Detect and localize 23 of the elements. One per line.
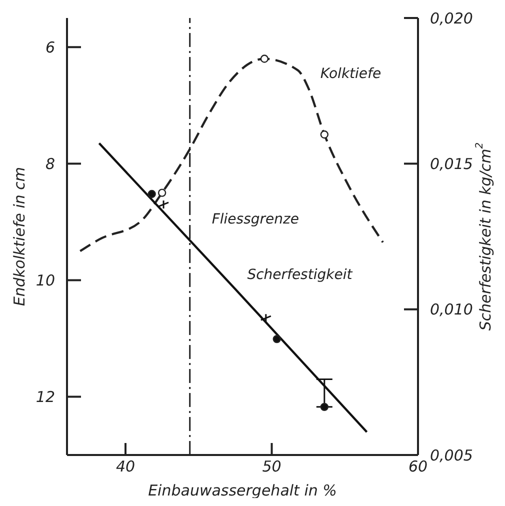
series-label: Scherfestigkeit — [247, 266, 353, 283]
point — [260, 54, 269, 63]
point — [272, 334, 281, 344]
y2-tick-label: 0,010 — [430, 300, 473, 319]
point — [158, 200, 170, 210]
y2-tick-label: 0,005 — [430, 446, 473, 464]
y2-tick-label: 0,015 — [430, 154, 473, 173]
x-tick-label: 40 — [116, 458, 136, 476]
y2-tick-label: 0,020 — [430, 9, 473, 28]
y-axis-title: Endkolktiefe in cm — [10, 166, 28, 306]
point — [148, 190, 156, 198]
y-tick-label: 12 — [36, 388, 55, 406]
point — [320, 130, 328, 139]
point — [260, 313, 272, 323]
point — [320, 402, 328, 412]
y-tick-label: 8 — [45, 154, 55, 173]
ref-line-label: Fliessgrenze — [212, 211, 299, 228]
series-label: Kolktiefe — [320, 66, 382, 82]
x-tick-label: 50 — [262, 458, 282, 476]
point — [158, 188, 166, 197]
y-tick-label: 6 — [45, 38, 55, 56]
x-tick-label: 60 — [408, 458, 428, 476]
y-tick-label: 10 — [36, 272, 55, 290]
